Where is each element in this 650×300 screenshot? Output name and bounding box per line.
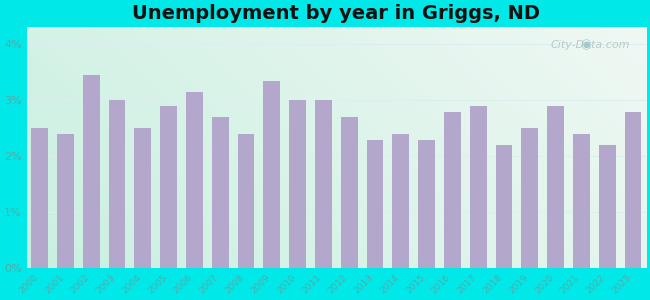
Bar <box>212 117 229 268</box>
Title: Unemployment by year in Griggs, ND: Unemployment by year in Griggs, ND <box>133 4 540 23</box>
Bar <box>263 81 280 268</box>
Bar <box>367 140 384 268</box>
Bar <box>444 112 461 268</box>
Bar <box>315 100 332 268</box>
Bar <box>393 134 409 268</box>
Bar <box>495 145 512 268</box>
Bar <box>625 112 642 268</box>
Text: City-Data.com: City-Data.com <box>551 40 630 50</box>
Bar <box>57 134 74 268</box>
Bar <box>470 106 487 268</box>
Bar <box>238 134 254 268</box>
Bar <box>341 117 358 268</box>
Bar <box>573 134 590 268</box>
Bar <box>109 100 125 268</box>
Bar <box>161 106 177 268</box>
Bar <box>31 128 48 268</box>
Bar <box>135 128 151 268</box>
Bar <box>186 92 203 268</box>
Bar <box>521 128 538 268</box>
Bar <box>599 145 616 268</box>
Bar <box>547 106 564 268</box>
Bar <box>289 100 306 268</box>
Bar <box>418 140 435 268</box>
Text: ◉: ◉ <box>580 38 592 51</box>
Bar <box>83 75 99 268</box>
